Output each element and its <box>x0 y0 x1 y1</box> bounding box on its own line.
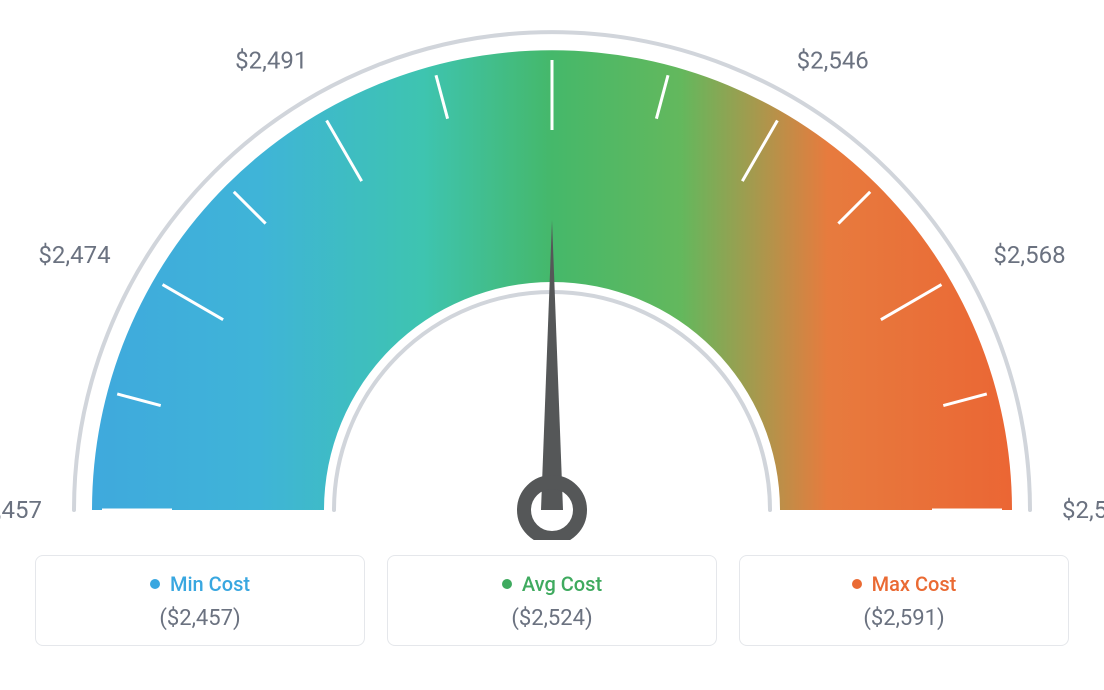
gauge-tick-label: $2,568 <box>993 241 1065 269</box>
legend-value-max: ($2,591) <box>740 606 1068 631</box>
legend-title-max: Max Cost <box>852 572 957 596</box>
legend-label: Min Cost <box>170 572 250 596</box>
legend-title-min: Min Cost <box>150 572 250 596</box>
gauge-tick-label: $2,546 <box>797 46 869 74</box>
legend-value-avg: ($2,524) <box>388 606 716 631</box>
gauge-chart: $2,457$2,474$2,491$2,524$2,546$2,568$2,5… <box>0 0 1104 540</box>
dot-icon <box>852 579 862 589</box>
legend-label: Max Cost <box>872 572 957 596</box>
dot-icon <box>502 579 512 589</box>
dot-icon <box>150 579 160 589</box>
legend-value-min: ($2,457) <box>36 606 364 631</box>
legend-card-min: Min Cost ($2,457) <box>35 555 365 646</box>
gauge-tick-label: $2,457 <box>0 496 42 524</box>
legend-card-avg: Avg Cost ($2,524) <box>387 555 717 646</box>
legend-title-avg: Avg Cost <box>502 572 602 596</box>
legend-row: Min Cost ($2,457) Avg Cost ($2,524) Max … <box>0 555 1104 646</box>
gauge-tick-label: $2,491 <box>235 46 307 74</box>
gauge-tick-label: $2,591 <box>1062 496 1104 524</box>
gauge-tick-label: $2,474 <box>38 241 110 269</box>
legend-label: Avg Cost <box>522 572 602 596</box>
legend-card-max: Max Cost ($2,591) <box>739 555 1069 646</box>
gauge-svg <box>0 0 1104 540</box>
